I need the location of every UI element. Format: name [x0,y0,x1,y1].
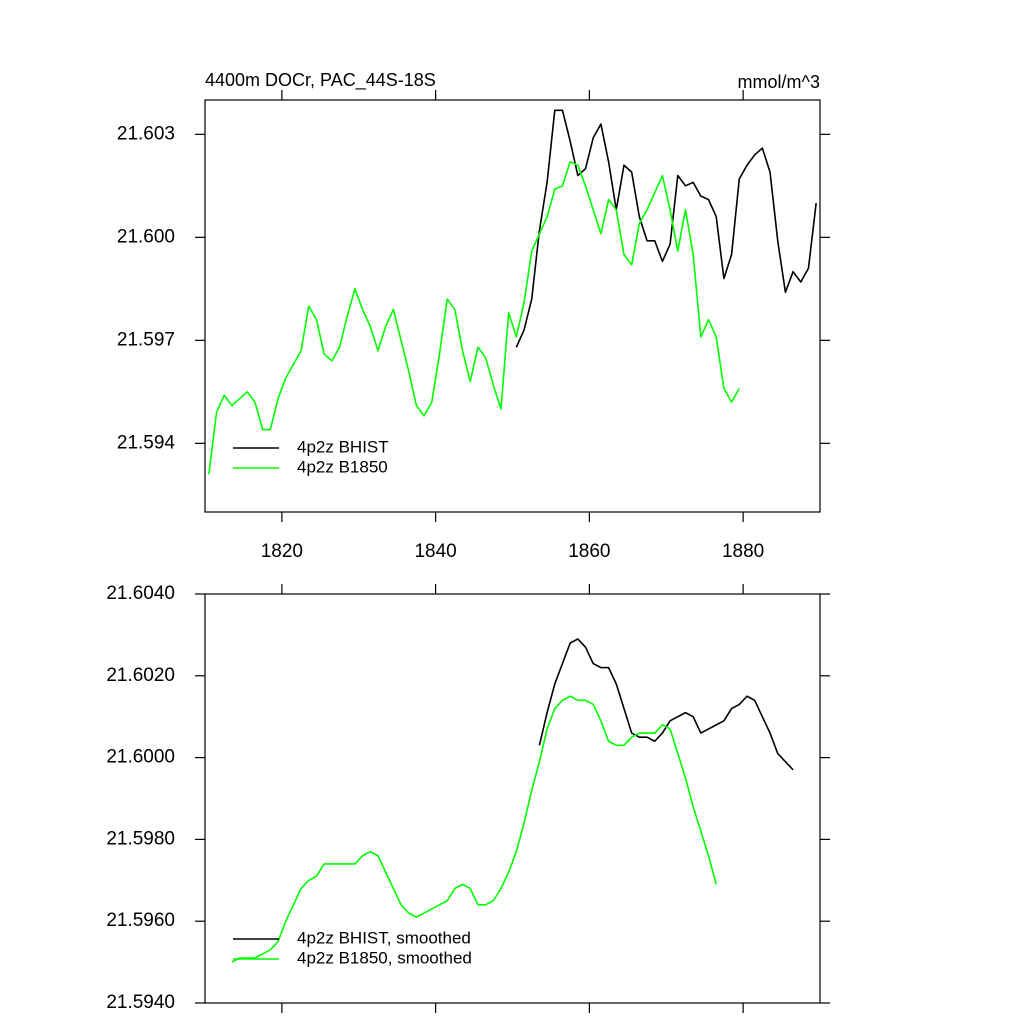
legend-label: 4p2z BHIST [297,437,389,456]
chart-title: 4400m DOCr, PAC_44S-18S [205,70,436,91]
y-tick-label: 21.5960 [106,910,175,931]
series-line [538,638,794,771]
unit-label: mmol/m^3 [738,72,820,92]
legend-label: 4p2z BHIST, smoothed [297,928,471,947]
y-tick-label: 21.603 [117,123,175,144]
y-tick-label: 21.6000 [106,747,175,768]
y-tick-label: 21.5940 [106,992,175,1013]
plot-frame [204,593,821,1004]
x-tick-label: 1840 [414,541,456,562]
legend-label: 4p2z B1850, smoothed [297,948,472,967]
y-tick-label: 21.600 [117,226,175,247]
x-tick-label: 1860 [568,541,610,562]
x-tick-label: 1820 [261,541,303,562]
y-tick-label: 21.5980 [106,828,175,849]
series-line [208,161,740,475]
y-tick-label: 21.6020 [106,665,175,686]
y-tick-label: 21.6040 [106,583,175,604]
series-line [515,109,817,348]
legend-label: 4p2z B1850 [297,457,388,476]
x-tick-label: 1880 [722,541,764,562]
y-tick-label: 21.597 [117,329,175,350]
plot-frame [204,99,821,513]
y-tick-label: 21.594 [117,432,176,453]
series-line [231,695,717,963]
